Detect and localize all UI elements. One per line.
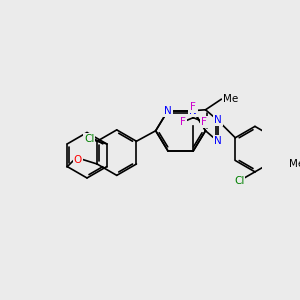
Text: Me: Me: [289, 159, 300, 169]
Text: N: N: [189, 106, 197, 116]
Text: Me: Me: [223, 94, 238, 104]
Text: N: N: [214, 115, 222, 125]
Text: N: N: [164, 106, 172, 116]
Text: N: N: [214, 136, 222, 146]
Text: F: F: [190, 102, 196, 112]
Text: F: F: [201, 117, 207, 127]
Text: O: O: [74, 154, 82, 165]
Text: Cl: Cl: [84, 134, 94, 144]
Text: Cl: Cl: [234, 176, 244, 186]
Text: F: F: [180, 117, 186, 127]
